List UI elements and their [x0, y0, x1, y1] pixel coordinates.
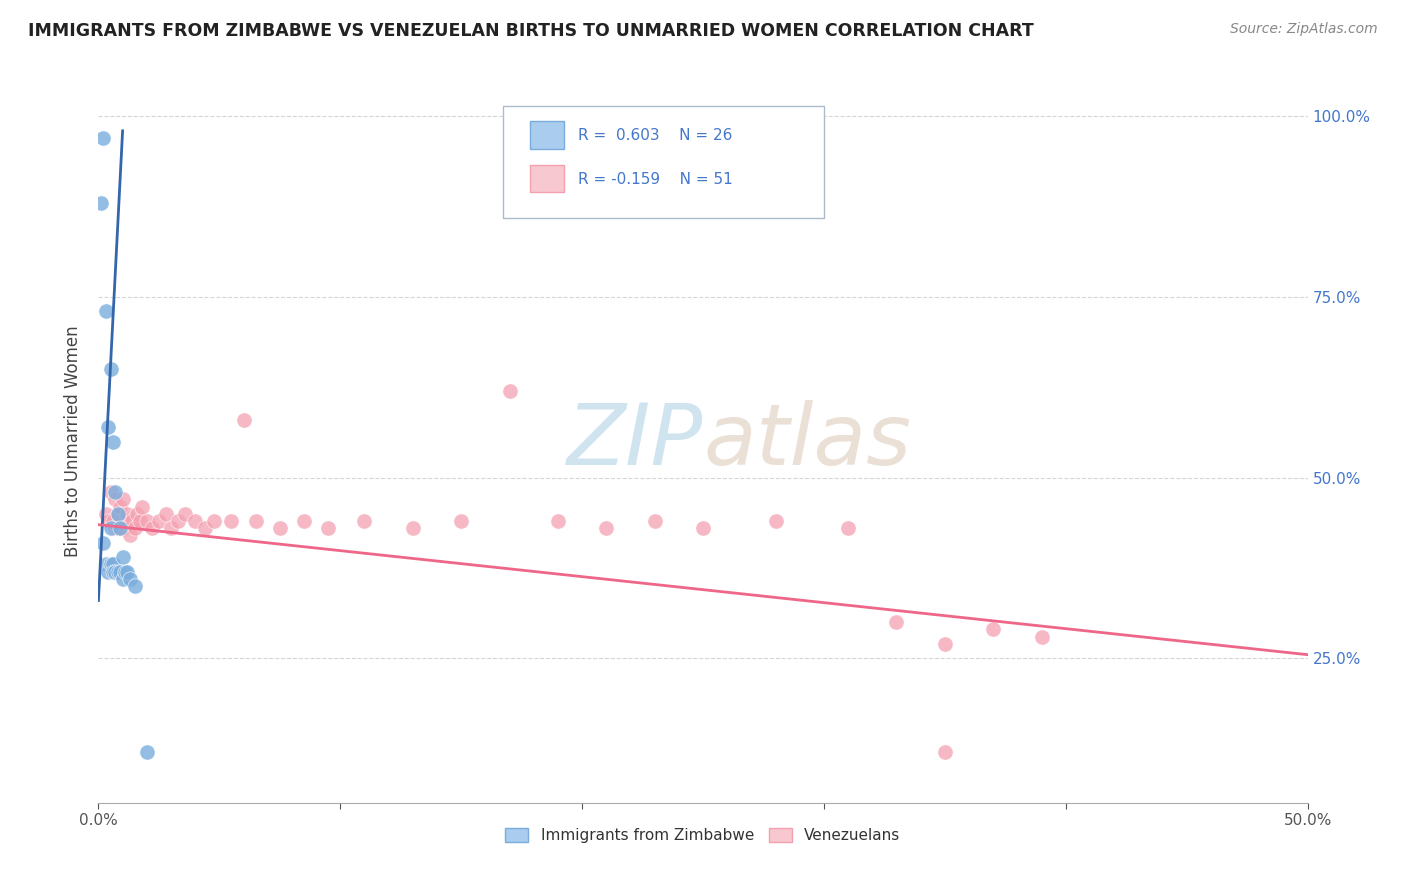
- Point: [174, 507, 197, 521]
- Point: [101, 514, 124, 528]
- Point: [97, 420, 120, 434]
- Point: [114, 565, 136, 579]
- Text: IMMIGRANTS FROM ZIMBABWE VS VENEZUELAN BIRTHS TO UNMARRIED WOMEN CORRELATION CHA: IMMIGRANTS FROM ZIMBABWE VS VENEZUELAN B…: [28, 22, 1033, 40]
- FancyBboxPatch shape: [530, 165, 564, 193]
- Point: [111, 550, 134, 565]
- Point: [107, 507, 129, 521]
- FancyBboxPatch shape: [530, 121, 564, 149]
- Point: [124, 521, 146, 535]
- Point: [194, 521, 217, 535]
- Point: [127, 507, 149, 521]
- Text: R = -0.159    N = 51: R = -0.159 N = 51: [578, 172, 733, 186]
- Point: [104, 485, 127, 500]
- Point: [108, 521, 131, 535]
- Point: [101, 565, 124, 579]
- Point: [94, 304, 117, 318]
- Point: [221, 514, 243, 528]
- Point: [118, 572, 141, 586]
- Point: [135, 745, 157, 759]
- Point: [91, 131, 114, 145]
- Point: [100, 558, 122, 572]
- Text: atlas: atlas: [703, 400, 911, 483]
- Point: [108, 514, 131, 528]
- Point: [111, 572, 134, 586]
- Point: [101, 434, 124, 449]
- Point: [117, 565, 139, 579]
- Point: [765, 514, 787, 528]
- Point: [121, 514, 143, 528]
- Point: [934, 637, 956, 651]
- Point: [108, 565, 131, 579]
- Point: [1031, 630, 1053, 644]
- Text: R =  0.603    N = 26: R = 0.603 N = 26: [578, 128, 733, 144]
- FancyBboxPatch shape: [503, 105, 824, 218]
- Point: [167, 514, 190, 528]
- Point: [104, 521, 127, 535]
- Point: [155, 507, 177, 521]
- Point: [204, 514, 226, 528]
- Point: [107, 521, 129, 535]
- Point: [100, 362, 122, 376]
- Point: [595, 521, 617, 535]
- Point: [107, 507, 129, 521]
- Point: [100, 521, 122, 535]
- Point: [104, 492, 127, 507]
- Point: [97, 565, 120, 579]
- Point: [135, 514, 157, 528]
- Point: [111, 521, 134, 535]
- Y-axis label: Births to Unmarried Women: Births to Unmarried Women: [65, 326, 83, 558]
- Point: [100, 485, 122, 500]
- Point: [934, 745, 956, 759]
- Point: [644, 514, 666, 528]
- Point: [128, 514, 150, 528]
- Point: [232, 413, 254, 427]
- Point: [498, 384, 520, 398]
- Point: [90, 196, 112, 211]
- Point: [316, 521, 339, 535]
- Point: [94, 507, 117, 521]
- Point: [108, 500, 131, 514]
- Point: [402, 521, 425, 535]
- Point: [118, 528, 141, 542]
- Point: [91, 535, 114, 549]
- Point: [886, 615, 908, 630]
- Point: [101, 558, 124, 572]
- Point: [94, 558, 117, 572]
- Point: [547, 514, 569, 528]
- Legend: Immigrants from Zimbabwe, Venezuelans: Immigrants from Zimbabwe, Venezuelans: [499, 822, 907, 849]
- Point: [124, 579, 146, 593]
- Point: [107, 565, 129, 579]
- Point: [104, 565, 127, 579]
- Point: [292, 514, 315, 528]
- Point: [141, 521, 163, 535]
- Point: [692, 521, 714, 535]
- Point: [114, 514, 136, 528]
- Point: [117, 507, 139, 521]
- Point: [97, 514, 120, 528]
- Point: [353, 514, 375, 528]
- Point: [450, 514, 472, 528]
- Point: [111, 492, 134, 507]
- Point: [131, 500, 153, 514]
- Text: Source: ZipAtlas.com: Source: ZipAtlas.com: [1230, 22, 1378, 37]
- Point: [160, 521, 183, 535]
- Point: [837, 521, 859, 535]
- Point: [245, 514, 267, 528]
- Point: [981, 623, 1004, 637]
- Text: ZIP: ZIP: [567, 400, 703, 483]
- Point: [269, 521, 291, 535]
- Point: [148, 514, 170, 528]
- Point: [184, 514, 207, 528]
